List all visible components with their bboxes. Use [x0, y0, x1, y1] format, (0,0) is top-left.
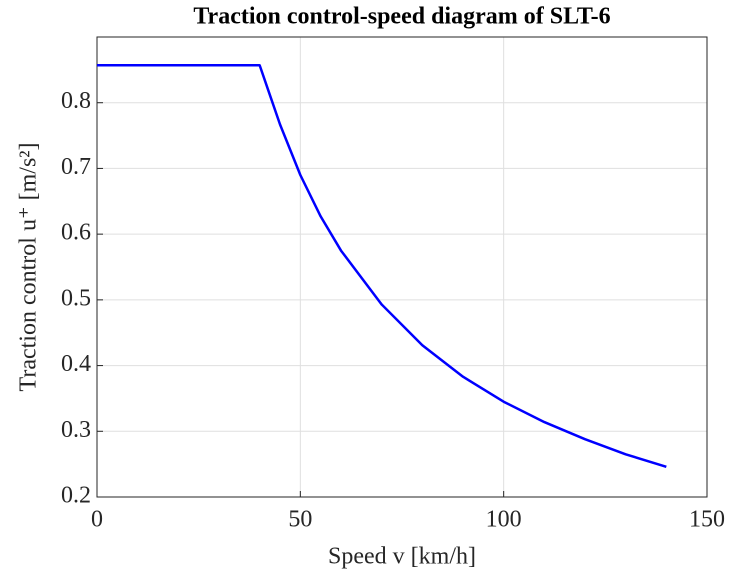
- x-tick-label: 100: [486, 507, 522, 533]
- x-tick-label: 50: [288, 507, 312, 533]
- y-tick-label: 0.3: [61, 417, 91, 443]
- x-tick-label: 0: [91, 507, 103, 533]
- chart-title: Traction control-speed diagram of SLT-6: [193, 4, 610, 30]
- y-tick-label: 0.4: [61, 351, 91, 377]
- plot-frame: [96, 36, 708, 498]
- x-tick-label: 150: [689, 507, 725, 533]
- y-tick-label: 0.6: [61, 220, 91, 246]
- y-tick-label: 0.7: [61, 154, 91, 180]
- y-tick-label: 0.8: [61, 88, 91, 114]
- y-tick-label: 0.5: [61, 285, 91, 311]
- x-axis-label: Speed v [km/h]: [328, 544, 476, 570]
- y-axis-label: Traction control u⁺ [m/s²]: [16, 143, 42, 392]
- y-tick-label: 0.2: [61, 483, 91, 509]
- data-line: [97, 64, 667, 468]
